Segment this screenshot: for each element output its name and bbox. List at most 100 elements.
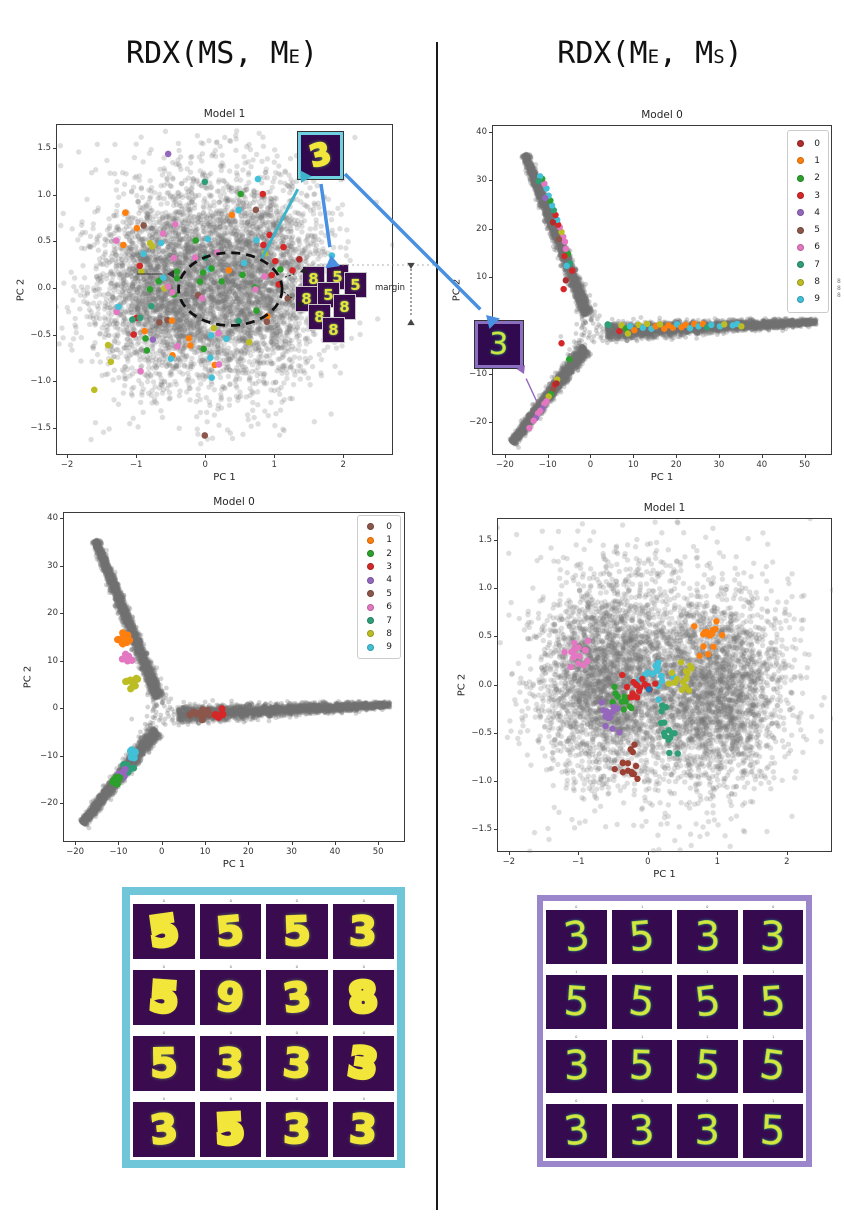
digit-tile: 3 [546, 1039, 607, 1094]
legend-entry: 6 [358, 600, 400, 613]
legend-swatch-icon [367, 603, 374, 611]
x-tick-label: −20 [66, 847, 85, 857]
y-tick-label: 1.0 [478, 583, 492, 594]
cell-class-label: 0 [362, 1096, 365, 1101]
digit-tile: 3 [332, 1102, 394, 1157]
legend-entry: 6 [788, 239, 828, 256]
plot-title: Model 1 [643, 502, 686, 514]
digit-tile: 5 [742, 974, 803, 1029]
figure-title-left: RDX(MS, ME) [126, 36, 318, 71]
digit-glyph: 8 [339, 298, 350, 316]
digit-glyph: 3 [279, 972, 314, 1023]
x-axis-label: PC 1 [650, 472, 674, 483]
y-tick-mark [494, 540, 497, 542]
y-tick-label: −0.5 [30, 329, 51, 340]
digit-tile: 5 [611, 974, 672, 1029]
cell-class-label: 0 [362, 964, 365, 969]
y-tick-mark [60, 708, 63, 710]
title-segment: RDX(M [557, 36, 648, 71]
x-tick-mark [161, 842, 163, 845]
x-tick-mark [334, 842, 336, 845]
digit-glyph: 9 [213, 972, 248, 1023]
digit-glyph: 5 [758, 1107, 787, 1155]
digit-glyph: 5 [626, 977, 658, 1027]
digit-tile: 3 [332, 1036, 394, 1091]
legend-entry: 4 [788, 204, 828, 221]
y-tick-mark [494, 684, 497, 686]
digit-glyph: 5 [212, 1103, 248, 1156]
digit-glyph: 5 [148, 1039, 179, 1087]
x-tick-mark [67, 455, 69, 458]
legend-label: 5 [814, 225, 820, 236]
cell-class-label: 0 [295, 898, 298, 903]
y-tick-mark [60, 660, 63, 662]
x-axis-label: PC 1 [653, 869, 676, 880]
y-tick-mark [53, 334, 56, 336]
x-tick-label: 30 [286, 847, 297, 857]
plot-model0-left: Model 0 PC 1 PC 2 −20 −10 0 10 20 30 40 50 −20 −1… [23, 496, 406, 870]
legend-label: 7 [814, 259, 820, 270]
digit-glyph: 3 [280, 1038, 314, 1088]
cell-class-label: 0 [162, 1030, 165, 1035]
legend-entry: 8 [788, 273, 828, 290]
cell-class-label: 1 [640, 904, 643, 909]
digit-glyph: 5 [561, 977, 591, 1026]
digit-tile: 5 [199, 1102, 261, 1157]
legend-entry: 5 [788, 221, 828, 238]
digit-glyph: 5 [281, 907, 312, 956]
y-tick-mark [489, 373, 492, 375]
y-tick-label: 1.5 [37, 143, 51, 154]
x-tick-mark [578, 852, 580, 855]
digit-glyph: 3 [348, 907, 379, 955]
digit-tile: 5 [199, 904, 261, 959]
x-tick-label: 1 [714, 857, 721, 867]
y-tick-label: 30 [47, 560, 58, 571]
x-tick-mark [717, 852, 719, 855]
digit-glyph: 3 [344, 1036, 383, 1091]
cell-class-label: 0 [575, 1099, 578, 1104]
legend-swatch-icon [367, 617, 374, 625]
digit-tile: 5 [133, 1036, 195, 1091]
legend-label: 0 [814, 138, 820, 149]
title-segment: S [713, 46, 725, 68]
digit-glyph: 8 [301, 290, 312, 308]
legend-entry: 1 [788, 152, 828, 169]
x-tick-label: 0 [202, 460, 208, 470]
x-tick-mark [761, 455, 763, 458]
legend-label: 2 [814, 173, 820, 184]
cell-class-label: 0 [295, 1030, 298, 1035]
y-tick-mark [60, 613, 63, 615]
digit-tile: 3 [611, 1104, 672, 1158]
y-tick-label: 0.0 [478, 679, 492, 690]
digit-tile: 3 [677, 1104, 738, 1158]
x-tick-mark [718, 455, 720, 458]
digit-glyph: 8 [328, 321, 339, 339]
digit-inset-cyan: 3 [298, 132, 343, 179]
legend-swatch-icon [367, 576, 374, 584]
digit-glyph: 5 [146, 971, 182, 1024]
legend-label: 3 [814, 190, 820, 201]
y-tick-label: 0 [52, 703, 58, 714]
y-axis-label: PC 2 [22, 665, 34, 689]
legend-swatch-icon [367, 563, 374, 571]
x-tick-mark [136, 455, 138, 458]
digit-tile: 3 [266, 970, 328, 1025]
cell-class-label: 0 [575, 904, 578, 909]
cell-class-label: 1 [640, 969, 643, 974]
cell-class-label: 1 [575, 969, 578, 974]
x-tick-mark [75, 842, 77, 845]
y-tick-mark [53, 288, 56, 290]
legend-label: 0 [386, 521, 392, 532]
y-tick-label: −1.5 [471, 823, 492, 834]
digit-glyph: 3 [694, 1108, 720, 1155]
cell-class-label: 0 [162, 898, 165, 903]
digit-glyph: 5 [350, 276, 361, 294]
